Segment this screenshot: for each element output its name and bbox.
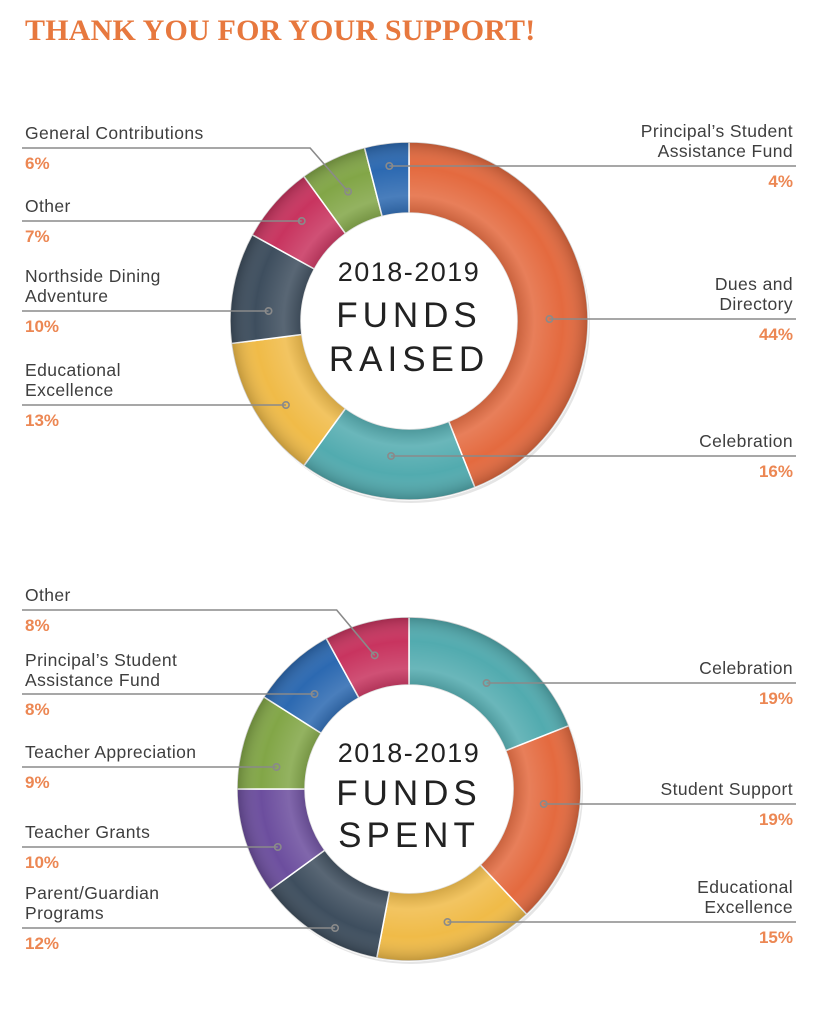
label-general-contributions: General Contributions — [25, 123, 204, 143]
center-title-line-3: SPENT — [338, 816, 480, 855]
pct-northside-dining-adventure: 10% — [25, 317, 59, 336]
center-title-line-3: RAISED — [329, 340, 489, 379]
label-other: Other — [25, 196, 71, 216]
leader-dot-other — [297, 217, 306, 226]
label-celebration: Celebration — [699, 658, 793, 678]
pct-educational-excellence: 13% — [25, 411, 59, 430]
leader-dot-principal-s-student-assistance-fund — [310, 689, 319, 698]
label-student-support: Student Support — [661, 779, 793, 799]
label-teacher-grants: Teacher Grants — [25, 822, 150, 842]
pct-parent-guardian-programs: 12% — [25, 934, 59, 953]
leader-dot-educational-excellence — [443, 917, 452, 926]
leader-dot-principal-s-student-assistance-fund — [385, 162, 394, 171]
label-dues-and-directory-line-1: Dues and — [715, 274, 793, 294]
pct-dues-and-directory: 44% — [759, 325, 793, 344]
leader-dot-teacher-grants — [273, 842, 282, 851]
pct-celebration: 16% — [759, 462, 793, 481]
leader-dot-educational-excellence — [281, 400, 290, 409]
leader-dot-parent-guardian-programs — [331, 923, 340, 932]
leader-other — [22, 609, 376, 656]
center-title-line-1: 2018-2019 — [338, 257, 481, 287]
pct-other: 8% — [25, 616, 50, 635]
label-principal-s-student-assistance-fund-line-2: Assistance Fund — [25, 670, 160, 690]
label-parent-guardian-programs-line-1: Parent/Guardian — [25, 883, 159, 903]
label-educational-excellence-line-2: Excellence — [25, 380, 114, 400]
donut-hole — [301, 213, 517, 429]
leader-dot-celebration — [387, 451, 396, 460]
leader-dot-dues-and-directory — [545, 314, 554, 323]
leader-dot-general-contributions — [344, 187, 353, 196]
label-principal-s-student-assistance-fund-line-1: Principal’s Student — [641, 121, 793, 141]
leader-dot-other — [370, 651, 379, 660]
label-northside-dining-adventure-line-1: Northside Dining — [25, 266, 161, 286]
leader-dot-teacher-appreciation — [272, 762, 281, 771]
leader-dot-celebration — [482, 678, 491, 687]
pct-principal-s-student-assistance-fund: 4% — [768, 172, 793, 191]
leader-dot-student-support — [539, 799, 548, 808]
leader-dot-northside-dining-adventure — [264, 306, 273, 315]
label-educational-excellence-line-1: Educational — [697, 877, 793, 897]
pct-teacher-appreciation: 9% — [25, 773, 50, 792]
label-educational-excellence-line-1: Educational — [25, 360, 121, 380]
pct-other: 7% — [25, 227, 50, 246]
center-title-line-2: FUNDS — [336, 296, 482, 335]
pct-teacher-grants: 10% — [25, 853, 59, 872]
pct-student-support: 19% — [759, 810, 793, 829]
label-other: Other — [25, 585, 71, 605]
label-educational-excellence-line-2: Excellence — [704, 897, 793, 917]
label-dues-and-directory-line-2: Directory — [719, 294, 793, 314]
pct-celebration: 19% — [759, 689, 793, 708]
donut-hole — [305, 685, 513, 893]
leader-general-contributions — [22, 147, 349, 193]
label-celebration: Celebration — [699, 431, 793, 451]
pct-general-contributions: 6% — [25, 154, 50, 173]
label-principal-s-student-assistance-fund-line-2: Assistance Fund — [658, 141, 793, 161]
page-headline: THANK YOU FOR YOUR SUPPORT! — [25, 14, 536, 47]
pct-principal-s-student-assistance-fund: 8% — [25, 700, 50, 719]
pct-educational-excellence: 15% — [759, 928, 793, 947]
label-parent-guardian-programs-line-2: Programs — [25, 903, 104, 923]
label-teacher-appreciation: Teacher Appreciation — [25, 742, 196, 762]
center-title-line-2: FUNDS — [336, 774, 482, 813]
label-northside-dining-adventure-line-2: Adventure — [25, 286, 108, 306]
center-title-line-1: 2018-2019 — [338, 738, 481, 768]
label-principal-s-student-assistance-fund-line-1: Principal’s Student — [25, 650, 177, 670]
